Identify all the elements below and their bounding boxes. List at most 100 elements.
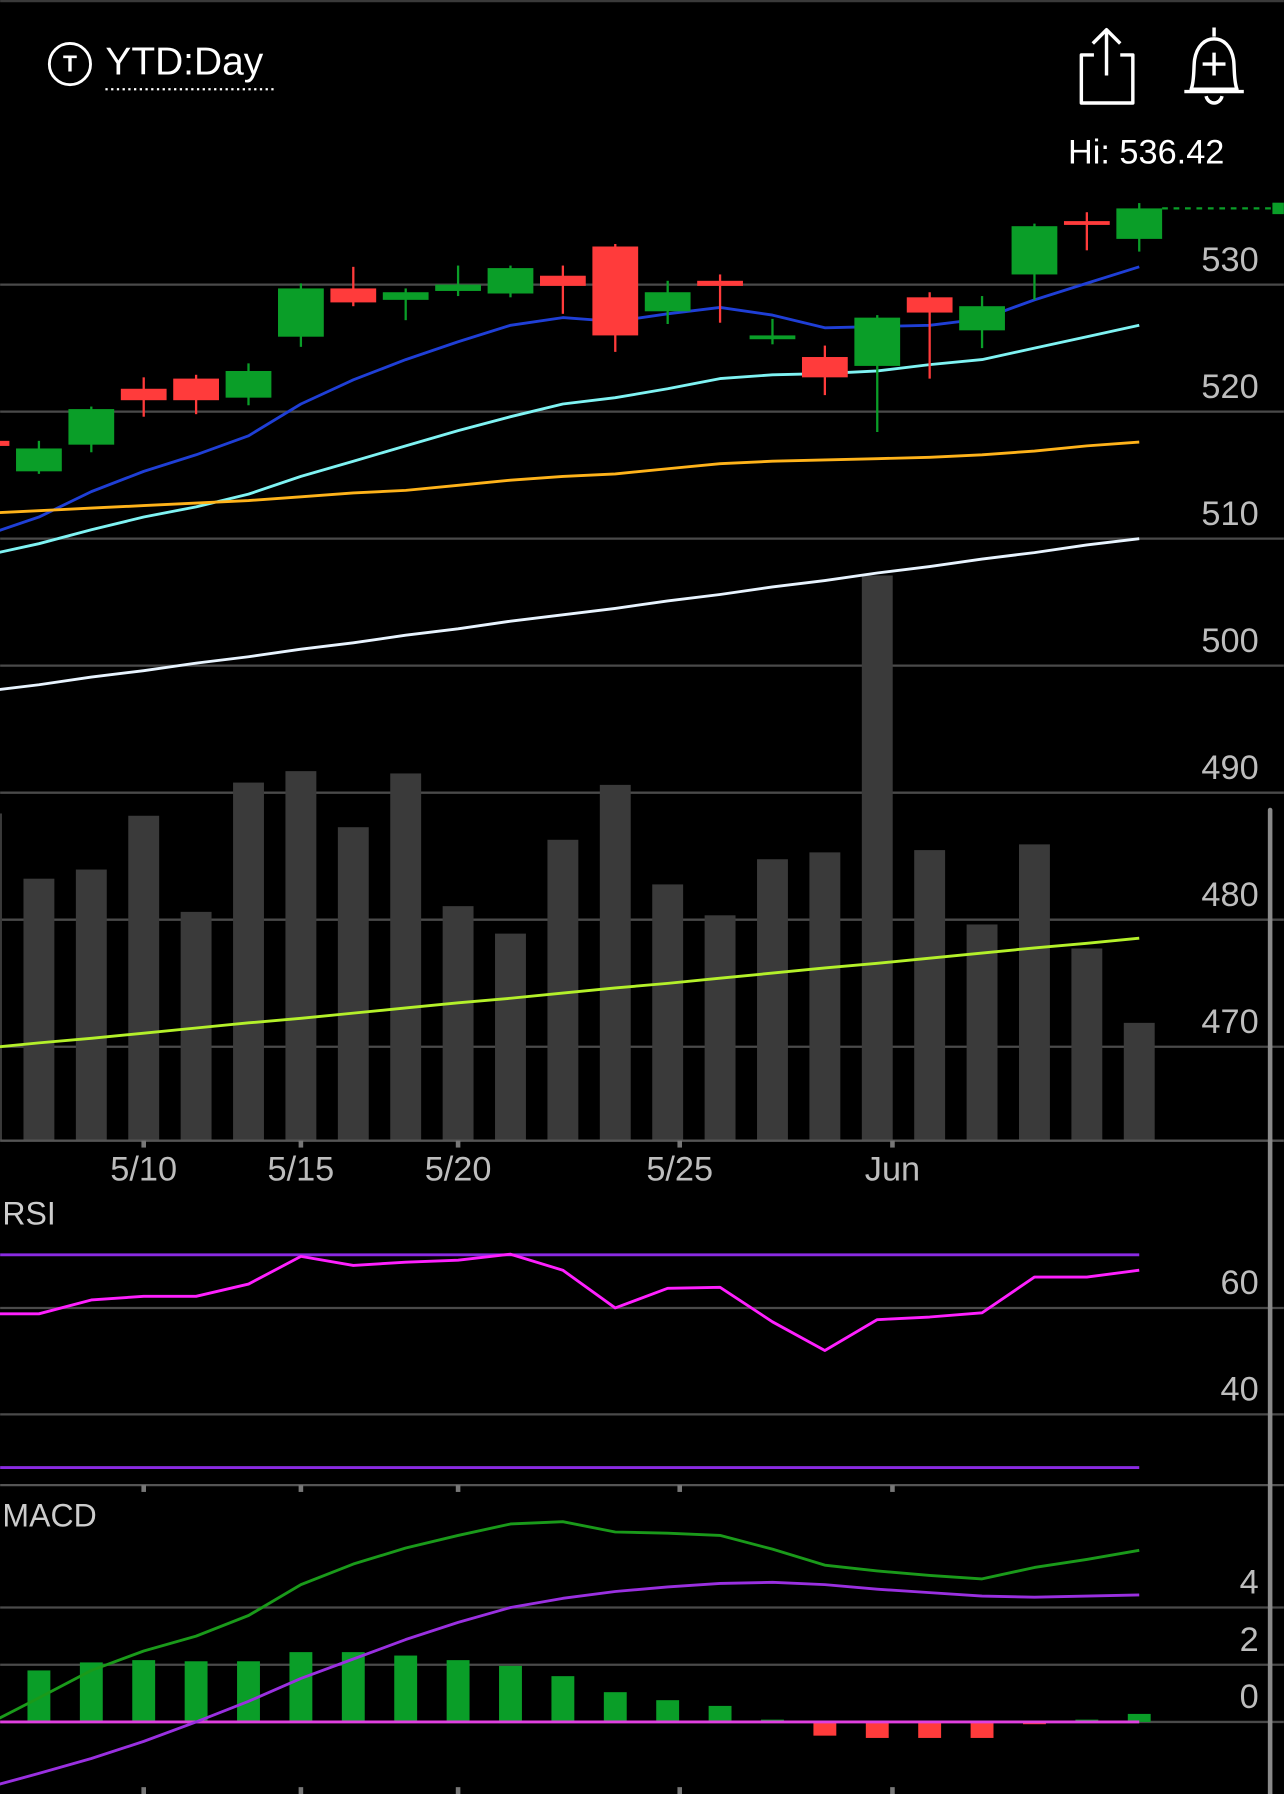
histogram-bar [656,1700,680,1722]
volume-bar [599,784,631,1141]
x-tick-label: 5/10 [110,1151,177,1189]
histogram-bar [446,1660,470,1722]
y-tick-label: 510 [1201,495,1258,533]
histogram-bar [813,1721,837,1736]
volume-bar [914,850,946,1141]
bell [1184,27,1244,105]
volume-bar [547,839,579,1141]
y-tick-label: 60 [1221,1264,1259,1302]
volume-bar [495,933,526,1141]
histogram-bar [551,1676,575,1722]
histogram-bar [79,1662,103,1722]
y-tick-label: 530 [1201,241,1258,279]
high-label: Hi: 536.42 [1068,134,1224,172]
candle-body [278,288,324,337]
volume-bar [704,915,736,1141]
candle-body [435,284,481,291]
panel-title: MACD [2,1498,96,1534]
histogram-bar [394,1655,418,1722]
macd-line [0,1580,1140,1786]
volume-bar [0,813,2,1141]
moving-average-line [0,265,1140,532]
histogram-bar [184,1661,208,1722]
candle-body [539,275,586,286]
volume-ma-line [0,936,1140,1049]
y-tick-label: 480 [1201,876,1258,914]
volume-bar [128,815,160,1141]
histogram-bar [865,1721,889,1738]
volume-bar [1071,948,1103,1141]
histogram-bar [341,1652,365,1722]
y-tick-label: 470 [1201,1003,1258,1041]
volume-bar [1019,844,1050,1141]
y-tick-label: 4 [1240,1564,1259,1602]
volume-bar [1123,1022,1155,1141]
rsi-line [0,1252,1140,1352]
histogram-bar [708,1705,732,1722]
volume-bar [809,852,841,1141]
volume-bar [966,924,998,1141]
candle-body [225,370,272,398]
histogram-bar [1127,1713,1151,1722]
moving-average-line [0,537,1140,691]
histogram-bar [27,1670,51,1722]
range-selector[interactable]: T YTD:Day [47,40,275,91]
candle-body [487,268,534,294]
histogram-bar [132,1660,156,1722]
histogram-bar [970,1721,994,1738]
last-price-marker [1272,202,1284,215]
y-tick-label: 40 [1221,1371,1259,1409]
candle-body [1063,221,1110,225]
candle-body [0,440,10,446]
histogram-bar [289,1652,313,1722]
volume-bar [757,859,788,1141]
candle-body [1116,208,1163,239]
alert-button[interactable] [1184,27,1244,105]
share-arrow [1091,28,1122,76]
share-box [1079,53,1135,105]
candle-body [592,246,639,336]
candle-body [854,317,901,366]
histogram-bar [918,1721,942,1738]
volume-bar [390,773,422,1141]
x-tick-label: 5/20 [425,1151,492,1189]
macd-line [0,1520,1140,1720]
candle-body [801,357,848,378]
candle-body [330,288,377,303]
histogram-bar [499,1665,522,1722]
candle-body [173,378,219,401]
candle-body [120,388,167,401]
range-icon-glyph: T [63,50,77,76]
y-tick-label: 490 [1201,749,1258,787]
volume-bar [233,782,264,1141]
bell-plus [1202,52,1226,76]
x-tick-label: 5/15 [267,1151,334,1189]
y-tick-label: 520 [1201,368,1258,406]
range-icon [47,42,92,87]
histogram-bar [237,1661,260,1722]
candle-body [1011,226,1058,275]
candle-body [16,448,62,472]
volume-bar [285,771,317,1141]
candle-body [382,292,429,300]
moving-average-line [0,440,1140,515]
volume-bar [652,884,684,1141]
candle-body [697,280,743,286]
volume-bar [23,878,55,1141]
volume-bar [75,869,107,1141]
candle-body [644,292,691,312]
y-tick-label: 500 [1201,622,1258,660]
volume-bar [861,575,893,1141]
y-tick-label: 0 [1240,1678,1259,1716]
share-button[interactable] [1079,28,1135,105]
panel-title: RSI [2,1196,55,1232]
candle-body [749,335,796,340]
candle-body [68,409,115,445]
x-tick-label: Jun [865,1151,920,1189]
candle-body [959,306,1005,331]
candle-body [906,297,953,313]
moving-average-line [0,323,1140,554]
volume-bar [337,827,369,1141]
range-label: YTD:Day [105,40,263,83]
